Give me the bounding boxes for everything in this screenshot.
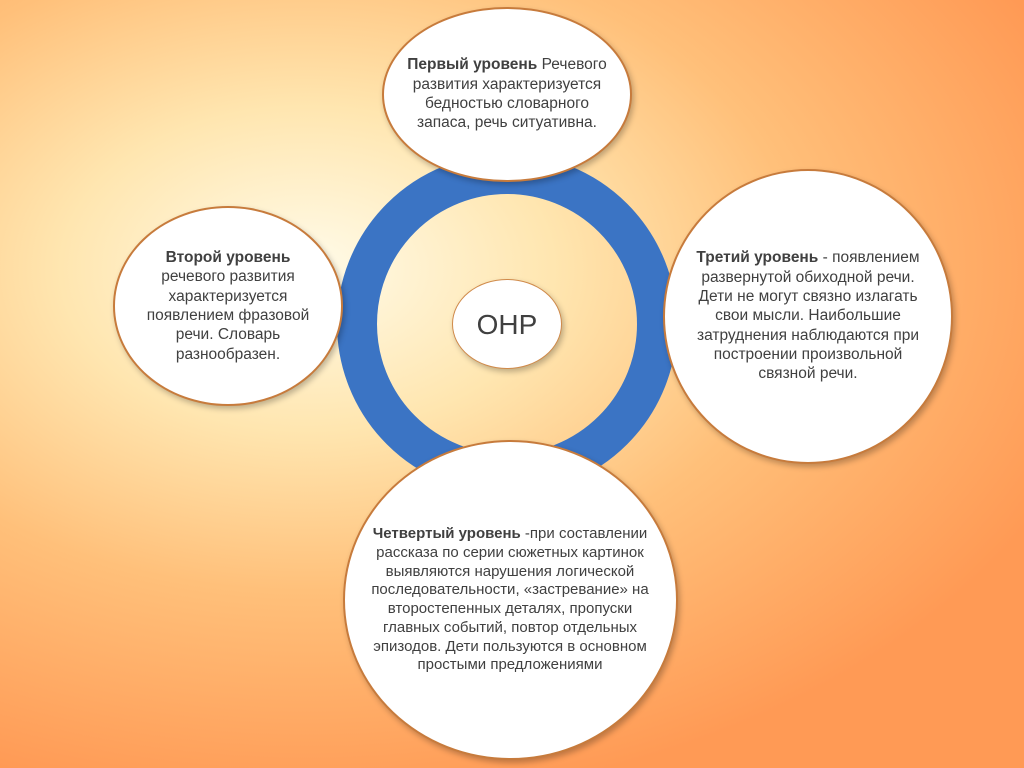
node-level3-text: Третий уровень - появлением развернутой … (683, 248, 933, 384)
node-level4-title: Четвертый уровень (373, 525, 521, 542)
node-level3-body: - появлением развернутой обиходной речи.… (697, 249, 920, 382)
center-node: ОНР (452, 279, 562, 369)
node-level2-text: Второй уровень речевого развития характе… (133, 248, 323, 364)
diagram-canvas: ОНР Первый уровень Речевого развития хар… (0, 0, 1024, 768)
node-level3: Третий уровень - появлением развернутой … (663, 169, 953, 464)
node-level4-text: Четвертый уровень -при составлении расск… (363, 525, 658, 675)
node-level1: Первый уровень Речевого развития характе… (382, 7, 632, 182)
node-level2: Второй уровень речевого развития характе… (113, 206, 343, 406)
node-level3-title: Третий уровень (696, 249, 818, 266)
node-level1-title: Первый уровень (407, 56, 537, 73)
node-level2-body: речевого развития характеризуется появле… (147, 268, 309, 363)
center-label: ОНР (477, 307, 538, 342)
node-level2-title: Второй уровень (166, 249, 291, 266)
node-level1-text: Первый уровень Речевого развития характе… (402, 55, 612, 133)
node-level4-body: -при составлении рассказа по серии сюжет… (371, 525, 648, 673)
node-level4: Четвертый уровень -при составлении расск… (343, 440, 678, 760)
